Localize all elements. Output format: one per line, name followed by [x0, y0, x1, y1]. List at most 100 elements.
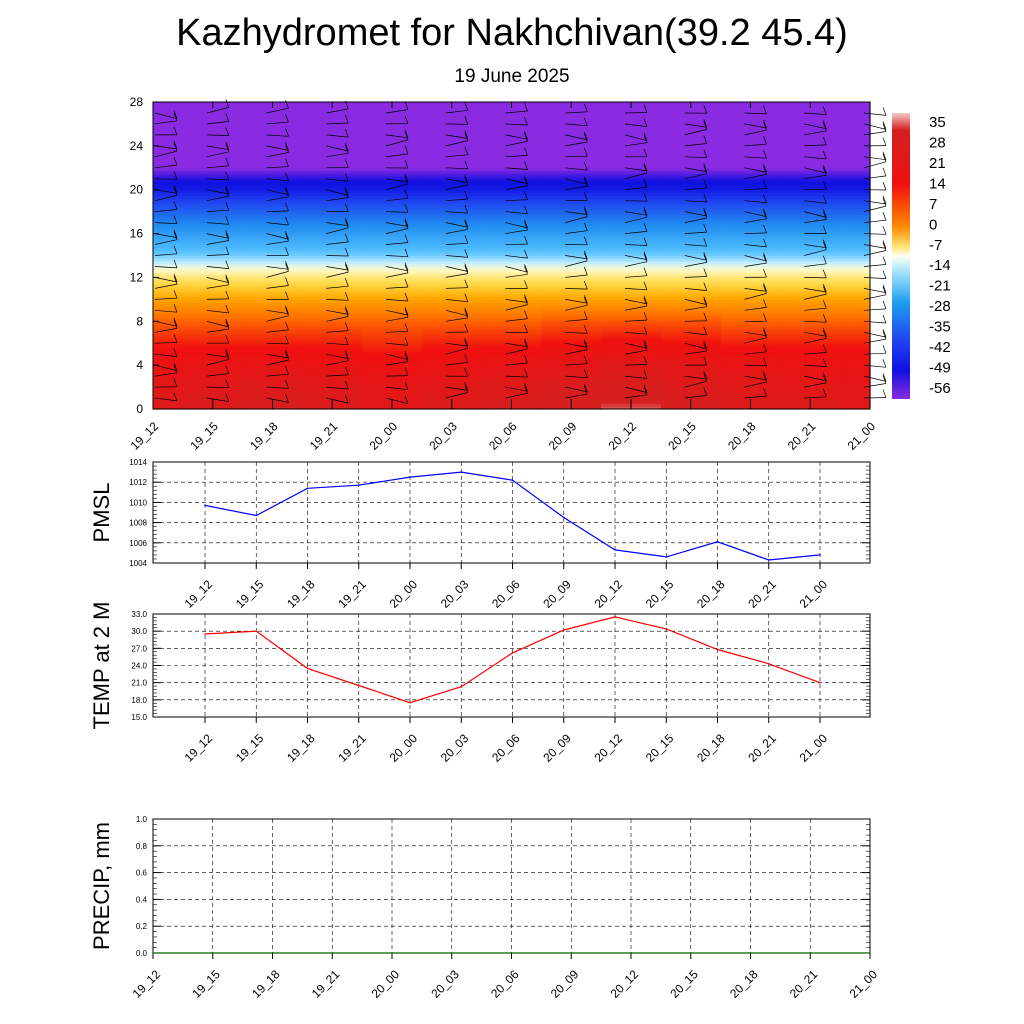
heatmap-cell [153, 184, 184, 188]
wind-barb [744, 293, 767, 300]
wind-barb-feather [822, 167, 827, 176]
heatmap-cell [153, 206, 184, 210]
wind-barb-feather [703, 179, 708, 188]
wind-barb [505, 318, 528, 322]
heatmap-cell [541, 129, 602, 133]
wind-barb-feather [404, 264, 409, 274]
wind-barb [804, 277, 827, 279]
wind-barb-feather [285, 321, 289, 331]
wind-barb [505, 255, 528, 259]
heatmap-cell [541, 137, 602, 141]
heatmap-cell [541, 293, 602, 298]
heatmap-cell [182, 280, 244, 284]
wind-barb-feather [344, 217, 349, 226]
wind-barb [684, 306, 707, 311]
heatmap-cell [601, 203, 662, 207]
heatmap-cell [242, 219, 303, 224]
heatmap-cell [153, 271, 184, 276]
heatmap-cell [660, 110, 722, 114]
wind-barb-feather [464, 146, 469, 155]
heatmap-cell [601, 132, 662, 136]
heatmap-cell [481, 389, 542, 394]
wind-barb-feather [524, 133, 528, 142]
wind-barb [505, 123, 528, 126]
wind-barb-feather [344, 145, 349, 154]
wind-barb-feather [882, 328, 887, 338]
heatmap-cell [660, 304, 722, 309]
wind-barb-feather [703, 312, 708, 321]
heatmap-cell [153, 178, 184, 183]
heatmap-cell [242, 378, 303, 383]
plot-frame [152, 461, 871, 564]
heatmap-cell [421, 296, 483, 300]
heatmap-cell [242, 115, 303, 120]
heatmap-cell [182, 258, 244, 262]
heatmap-cell [481, 304, 542, 309]
heatmap-cell [481, 376, 542, 380]
heatmap-cell [720, 343, 781, 347]
heatmap-cell [840, 291, 871, 295]
wind-barb-feather [703, 163, 708, 172]
wind-barb-feather [882, 181, 887, 191]
wind-barb-feather [822, 120, 827, 129]
heatmap-cell [302, 222, 363, 226]
heatmap-cell [242, 222, 303, 226]
heatmap-cell [601, 181, 662, 185]
wind-barb [505, 362, 528, 366]
wind-barb [445, 361, 468, 366]
x-tick-label: 20_00 [369, 967, 403, 1001]
heatmap-cell [153, 195, 184, 199]
heatmap-cell [362, 277, 423, 281]
wind-barb [206, 189, 229, 195]
heatmap-cell [481, 392, 542, 396]
heatmap-cell [601, 154, 662, 158]
x-tick-label: 20_03 [428, 967, 462, 1001]
heatmap-cell [660, 340, 722, 344]
heatmap-cell [840, 192, 871, 196]
heatmap-cell [720, 151, 781, 155]
heatmap-cell [840, 107, 871, 111]
heatmap-cell [541, 184, 602, 188]
heatmap-cell [481, 115, 542, 120]
heatmap-cell [840, 381, 871, 385]
heatmap-cell [780, 269, 841, 273]
wind-barb [326, 309, 349, 315]
heatmap-cell [362, 167, 423, 172]
wind-barb [744, 337, 767, 344]
heatmap-cell [840, 285, 871, 289]
heatmap-cell [840, 258, 871, 262]
heatmap-cell [421, 203, 483, 207]
heatmap-cell [242, 326, 303, 331]
heatmap-cell [362, 217, 423, 221]
heatmap-cell [541, 310, 602, 314]
heatmap-cell [840, 271, 871, 276]
wind-barb-feather [703, 223, 708, 233]
heatmap-cell [720, 293, 781, 298]
heatmap-cell [660, 247, 722, 251]
wind-barb-feather [524, 340, 528, 350]
heatmap-cell [302, 255, 363, 259]
wind-barb [744, 381, 767, 388]
heatmap-cell [302, 178, 363, 183]
heatmap-cell [182, 296, 244, 300]
heatmap-cell [421, 291, 483, 295]
heatmap-cell [660, 132, 722, 136]
heatmap-cell [840, 206, 871, 210]
heatmap-cell [601, 241, 662, 246]
x-tick-label: 19_15 [233, 731, 267, 765]
wind-barb-feather [703, 254, 708, 263]
wind-barb [863, 375, 887, 382]
heatmap-cell [153, 293, 184, 298]
wind-barb-feather [763, 166, 767, 175]
heatmap-cell [780, 151, 841, 155]
wind-barb [385, 228, 409, 234]
heatmap-cell [421, 170, 483, 174]
heatmap-cell [780, 236, 841, 240]
heatmap-cell [242, 296, 303, 300]
heatmap-cell [242, 250, 303, 254]
wind-barb-feather [344, 189, 349, 198]
heatmap-cell [302, 143, 363, 147]
heatmap-cell [780, 329, 841, 333]
heatmap-cell [302, 296, 363, 300]
wind-barb [326, 166, 349, 169]
